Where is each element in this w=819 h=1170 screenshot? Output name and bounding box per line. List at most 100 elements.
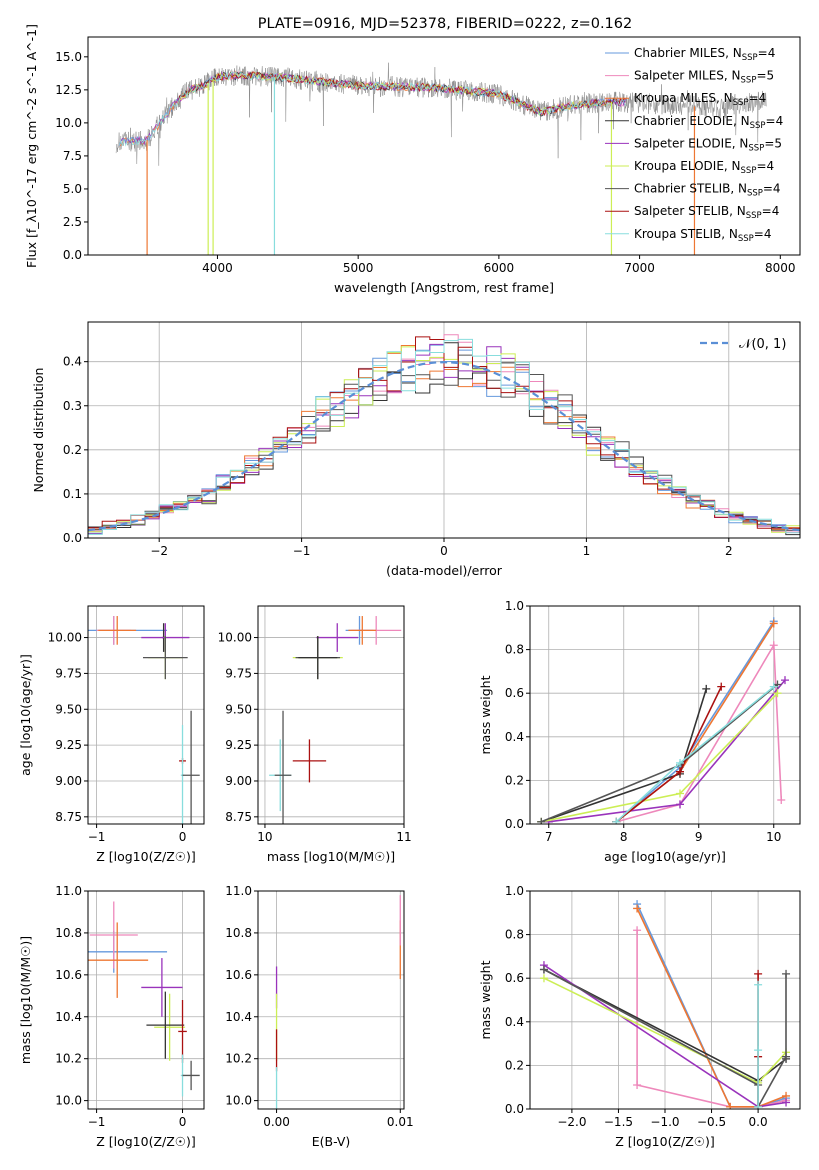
y-tick-label: 10.8	[225, 926, 252, 940]
x-tick-label: 10	[766, 830, 781, 844]
weight-marker	[537, 817, 546, 824]
legend-value: =4	[766, 114, 784, 128]
y-tick-label: 9.25	[55, 738, 82, 752]
x-tick-label: −2	[150, 544, 168, 558]
chart-mass-vs-Z: −1 0 10.0 10.2 10.4 10.6 10.8 11.0 Z [log10(Z/Z☉…	[18, 884, 205, 1149]
y-tick-label: 8.75	[55, 810, 82, 824]
x-axis-label: age [log10(age/yr)]	[604, 849, 726, 864]
legend-entry: Salpeter MILES, NSSP=5	[634, 69, 774, 86]
x-axis-label: mass [log10(M/M☉)]	[267, 849, 395, 864]
plot-area	[537, 617, 789, 824]
plot-area	[88, 616, 200, 824]
legend-subscript: SSP	[747, 189, 763, 199]
axes-frame	[257, 605, 405, 825]
legend-entry: Chabrier MILES, NSSP=4	[634, 46, 775, 63]
x-tick-label: −1.0	[650, 1115, 679, 1129]
x-tick-label: 8000	[765, 261, 796, 275]
legend-subscript: SSP	[750, 121, 766, 131]
plot-area	[88, 901, 200, 1097]
x-axis-label: Z [log10(Z/Z☉)]	[96, 849, 196, 864]
x-tick-label: 10	[257, 830, 272, 844]
legend-subscript: SSP	[748, 143, 764, 153]
weight-marker	[676, 767, 684, 776]
legend-value: =5	[764, 136, 782, 150]
y-tick-label: 9.25	[225, 738, 252, 752]
legend-entry: Kroupa ELODIE, NSSP=4	[634, 159, 774, 176]
weight-marker	[633, 904, 642, 913]
legend-value: =4	[762, 204, 780, 218]
y-tick-label: 9.75	[225, 666, 252, 680]
legend-entry: Kroupa MILES, NSSP=4	[634, 91, 766, 108]
y-tick-label: 9.00	[55, 774, 82, 788]
y-tick-label: 10.2	[55, 1052, 82, 1066]
legend-entry: 𝒩(0, 1)	[739, 337, 786, 352]
legend-entry: Kroupa STELIB, NSSP=4	[634, 227, 772, 244]
weight-marker	[769, 641, 778, 650]
legend-entry: Chabrier ELODIE, NSSP=4	[634, 114, 783, 131]
legend-subscript: SSP	[746, 211, 762, 221]
x-tick-label: 1	[583, 544, 591, 558]
y-axis-label: mass weight	[478, 960, 493, 1039]
weight-marker	[754, 1046, 763, 1055]
y-axis-label: Flux [f_λ10^-17 erg cm^-2 s^-1 A^-1]	[24, 24, 39, 268]
y-tick-label: 1.0	[505, 884, 524, 898]
axes-frame	[257, 890, 405, 1110]
y-tick-label: 10.2	[225, 1052, 252, 1066]
weight-marker	[726, 1102, 735, 1109]
x-tick-label: −0.5	[697, 1115, 726, 1129]
weight-line	[548, 679, 786, 823]
weight-marker	[754, 1102, 763, 1109]
axes-frame	[87, 36, 801, 256]
y-tick-label: 5.0	[63, 182, 82, 196]
plot-area	[269, 616, 402, 824]
y-tick-label: 10.0	[55, 1094, 82, 1108]
x-tick-label: 5000	[343, 261, 374, 275]
x-tick-label: 8	[620, 830, 628, 844]
weight-marker	[633, 1081, 642, 1090]
y-tick-label: 9.00	[225, 774, 252, 788]
weight-marker	[754, 980, 763, 989]
chart-title: PLATE=0916, MJD=52378, FIBERID=0222, z=0…	[258, 16, 632, 32]
chart-weights-vs-Z: −2.0 −1.5 −1.0 −0.5 0.0 0.0 0.2 0.4 0.6 0.8 1.0 Z […	[478, 884, 801, 1149]
x-tick-label: 0	[440, 544, 448, 558]
x-tick-label: 4000	[202, 261, 233, 275]
x-axis-label: E(B-V)	[312, 1134, 351, 1149]
spectrum-model-line	[118, 71, 626, 147]
y-tick-label: 0.8	[505, 928, 524, 942]
legend-value: =4	[756, 159, 774, 173]
weight-line	[636, 908, 787, 1108]
weight-marker	[782, 1098, 791, 1107]
y-tick-label: 0.2	[505, 773, 524, 787]
weight-marker	[676, 758, 684, 767]
legend-value: =4	[749, 91, 767, 105]
y-tick-label: 2.5	[63, 215, 82, 229]
y-tick-label: 15.0	[55, 50, 82, 64]
weight-marker	[769, 619, 778, 628]
legend-value: =4	[754, 227, 772, 241]
weight-marker	[773, 689, 782, 698]
legend-subscript: SSP	[741, 76, 757, 86]
x-tick-label: 0	[179, 830, 187, 844]
weight-marker	[676, 789, 684, 798]
y-tick-label: 10.00	[48, 631, 82, 645]
chart-age-vs-mass: 10 11 8.75 9.00 9.25 9.50 9.75 10.00 mass [log10…	[218, 605, 412, 864]
x-tick-label: 2	[725, 544, 733, 558]
y-tick-label: 0.8	[505, 643, 524, 657]
weight-marker	[702, 684, 711, 693]
y-tick-label: 9.75	[55, 666, 82, 680]
y-tick-label: 0.0	[505, 817, 524, 831]
y-tick-label: 12.5	[55, 83, 82, 97]
legend-value: =4	[758, 46, 776, 60]
y-tick-label: 1.0	[505, 599, 524, 613]
y-tick-label: 10.0	[225, 1094, 252, 1108]
legend-subscript: SSP	[738, 234, 754, 244]
chart-spectrum: 4000 5000 6000 7000 8000 0.0 2.5 5.0 7.5 10.0 12.5…	[24, 16, 801, 295]
x-tick-label: 0	[179, 1115, 187, 1129]
plot-area	[275, 895, 401, 1109]
legend-subscript: SSP	[733, 98, 749, 108]
y-tick-label: 0.0	[505, 1102, 524, 1116]
axes-frame	[87, 890, 205, 1110]
legend-value: =4	[763, 182, 781, 196]
y-tick-label: 7.5	[63, 149, 82, 163]
